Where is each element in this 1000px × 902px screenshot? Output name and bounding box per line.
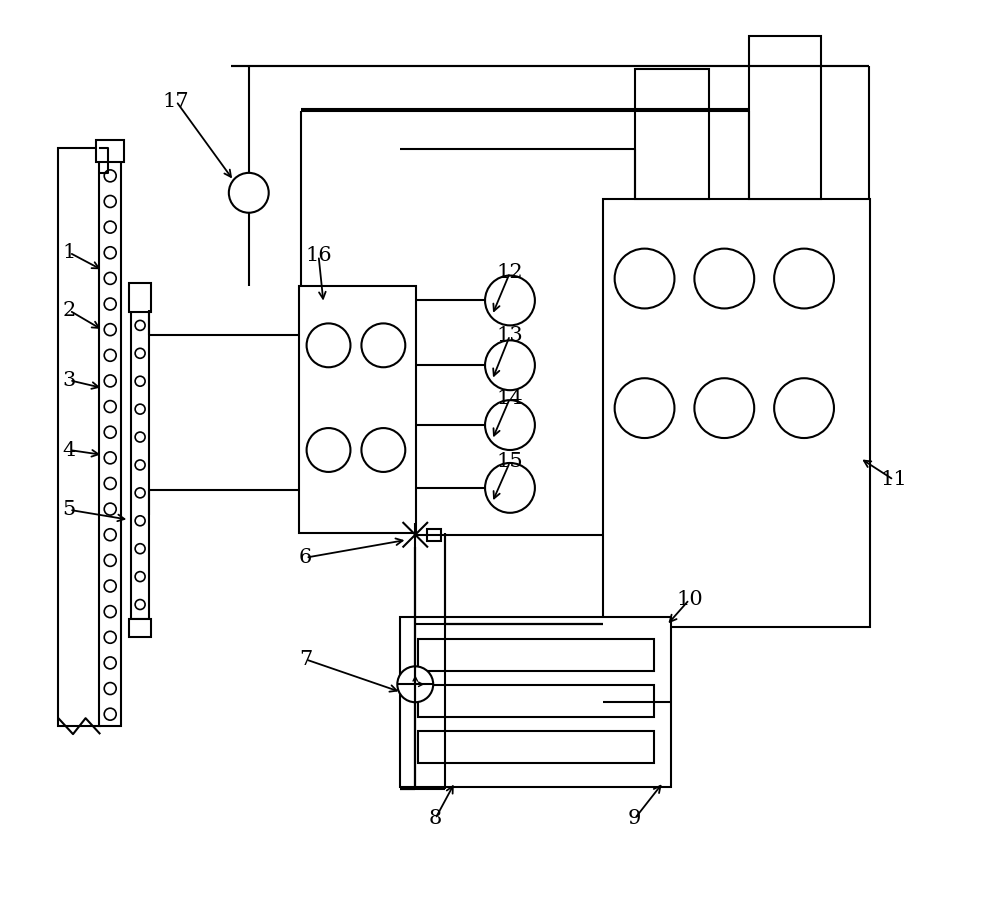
- Circle shape: [104, 605, 116, 618]
- Bar: [400, 618, 671, 787]
- Circle shape: [104, 375, 116, 387]
- Text: 8: 8: [429, 809, 442, 828]
- Circle shape: [135, 348, 145, 358]
- Circle shape: [307, 324, 350, 367]
- Circle shape: [361, 324, 405, 367]
- Circle shape: [485, 340, 535, 391]
- Bar: [96, 140, 124, 161]
- Circle shape: [104, 427, 116, 438]
- Circle shape: [104, 247, 116, 259]
- Circle shape: [307, 428, 350, 472]
- Circle shape: [361, 428, 405, 472]
- Circle shape: [694, 249, 754, 308]
- Circle shape: [774, 249, 834, 308]
- Circle shape: [135, 572, 145, 582]
- Circle shape: [135, 600, 145, 610]
- Circle shape: [774, 378, 834, 438]
- Circle shape: [135, 432, 145, 442]
- Circle shape: [615, 378, 674, 438]
- Circle shape: [485, 463, 535, 513]
- Circle shape: [135, 544, 145, 554]
- Circle shape: [485, 275, 535, 326]
- Bar: [129, 620, 151, 638]
- Circle shape: [104, 349, 116, 362]
- Circle shape: [229, 173, 269, 213]
- Circle shape: [104, 631, 116, 643]
- Circle shape: [104, 529, 116, 540]
- Bar: [299, 286, 416, 533]
- Bar: [58, 148, 100, 726]
- Bar: [418, 640, 654, 671]
- Circle shape: [104, 477, 116, 490]
- Text: 16: 16: [305, 246, 332, 265]
- Circle shape: [104, 452, 116, 464]
- Text: 5: 5: [63, 501, 76, 520]
- Circle shape: [104, 708, 116, 720]
- Bar: [418, 686, 654, 717]
- Text: 11: 11: [880, 471, 907, 490]
- Bar: [603, 198, 870, 628]
- Circle shape: [104, 196, 116, 207]
- Text: 17: 17: [163, 92, 189, 111]
- Bar: [99, 158, 121, 726]
- Text: 13: 13: [497, 326, 523, 345]
- Text: 2: 2: [63, 301, 76, 320]
- Text: 14: 14: [497, 389, 523, 408]
- Circle shape: [104, 221, 116, 233]
- Circle shape: [615, 249, 674, 308]
- Text: 12: 12: [497, 263, 523, 282]
- Circle shape: [104, 657, 116, 669]
- Text: 9: 9: [628, 809, 641, 828]
- Circle shape: [104, 683, 116, 695]
- Circle shape: [694, 378, 754, 438]
- Text: 1: 1: [63, 244, 76, 262]
- Text: 15: 15: [497, 453, 523, 472]
- Circle shape: [135, 404, 145, 414]
- Circle shape: [135, 516, 145, 526]
- Circle shape: [104, 298, 116, 310]
- Bar: [418, 732, 654, 763]
- Text: 3: 3: [63, 371, 76, 390]
- Circle shape: [135, 488, 145, 498]
- Circle shape: [104, 272, 116, 284]
- Text: 7: 7: [299, 649, 312, 669]
- Circle shape: [104, 400, 116, 412]
- Circle shape: [135, 320, 145, 330]
- Bar: [749, 36, 821, 198]
- Circle shape: [135, 460, 145, 470]
- Bar: [129, 282, 151, 312]
- Bar: [131, 310, 149, 620]
- Circle shape: [104, 555, 116, 566]
- Circle shape: [104, 324, 116, 336]
- Circle shape: [397, 667, 433, 703]
- Text: 6: 6: [299, 548, 312, 567]
- Bar: [635, 69, 709, 198]
- Text: 10: 10: [676, 590, 703, 609]
- Circle shape: [104, 170, 116, 182]
- Circle shape: [485, 400, 535, 450]
- Circle shape: [135, 376, 145, 386]
- Circle shape: [104, 503, 116, 515]
- Circle shape: [104, 580, 116, 592]
- Text: 4: 4: [63, 440, 76, 459]
- Bar: [427, 529, 441, 540]
